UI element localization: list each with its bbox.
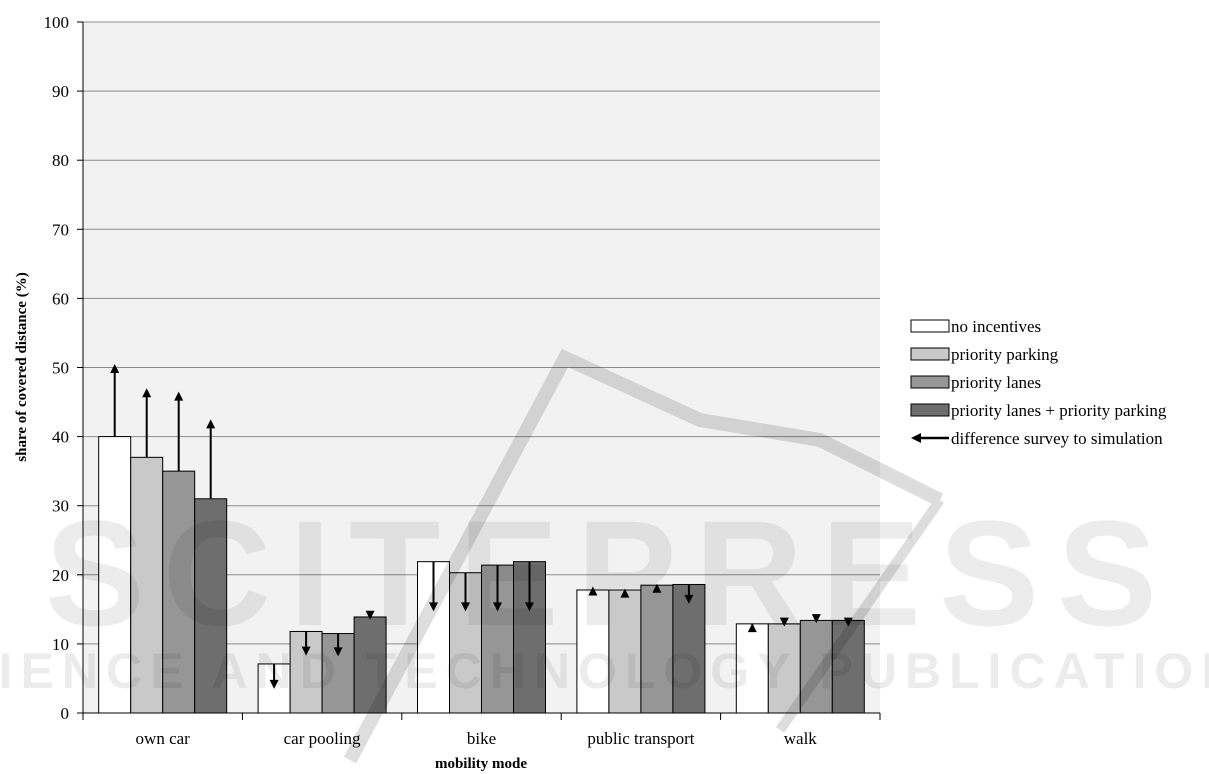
difference-arrowhead xyxy=(652,583,662,593)
y-tick-label: 70 xyxy=(52,220,69,239)
bar xyxy=(799,619,833,714)
difference-arrowhead xyxy=(843,617,853,627)
difference-arrowhead xyxy=(747,623,757,633)
difference-arrowhead xyxy=(525,602,534,612)
watermark xyxy=(343,348,945,764)
difference-arrowhead xyxy=(493,602,502,612)
legend-swatch xyxy=(910,403,950,417)
legend-label-difference: difference survey to simulation xyxy=(951,429,1163,448)
difference-arrowhead xyxy=(333,647,343,657)
x-tick-label: own car xyxy=(136,729,191,748)
legend-swatch xyxy=(910,375,950,389)
bar xyxy=(672,583,706,714)
bar xyxy=(831,619,865,714)
legend-swatch xyxy=(910,319,950,333)
x-axis-title: mobility mode xyxy=(435,756,527,772)
y-tick-label: 10 xyxy=(52,635,69,654)
difference-arrowhead xyxy=(206,419,216,429)
difference-arrowhead xyxy=(779,617,789,627)
bar xyxy=(576,589,610,714)
difference-arrowhead xyxy=(142,388,152,398)
bar xyxy=(767,623,801,714)
y-axis-title: share of covered distance (%) xyxy=(14,272,30,461)
watermark-main: SCITEPRESS xyxy=(45,489,1175,657)
y-tick-label: 20 xyxy=(52,566,69,585)
y-tick-label: 100 xyxy=(44,13,70,32)
y-tick-label: 80 xyxy=(52,151,69,170)
difference-arrowhead xyxy=(301,646,311,656)
difference-arrowhead xyxy=(429,602,438,612)
difference-arrows xyxy=(110,364,853,689)
legend-label: no incentives xyxy=(951,317,1041,336)
legend-label: priority lanes + priority parking xyxy=(951,401,1167,420)
difference-arrowhead xyxy=(269,679,279,689)
y-tick-label: 90 xyxy=(52,82,69,101)
x-tick-label: bike xyxy=(467,729,496,748)
difference-arrowhead xyxy=(588,586,598,596)
difference-arrowhead xyxy=(684,594,694,604)
watermark-sub: SCIENCE AND TECHNOLOGY PUBLICATIONS xyxy=(0,643,1209,699)
y-tick-label: 50 xyxy=(52,359,69,378)
legend-label: priority parking xyxy=(951,345,1059,364)
x-tick-label: walk xyxy=(784,729,818,748)
x-tick-label: car pooling xyxy=(284,729,361,748)
difference-arrowhead xyxy=(365,610,375,620)
x-tick-label: public transport xyxy=(587,729,694,748)
difference-arrowhead xyxy=(110,364,120,374)
y-tick-label: 0 xyxy=(61,704,70,723)
category-labels: own car car pooling bike public transport wa… xyxy=(136,729,818,748)
y-tick-label: 40 xyxy=(52,428,69,447)
difference-arrowhead xyxy=(461,602,470,612)
legend-label: priority lanes xyxy=(951,373,1041,392)
bar xyxy=(608,589,642,714)
difference-arrowhead xyxy=(620,588,630,598)
y-tick-label: 60 xyxy=(52,289,69,308)
legend: no incentives priority parking priority la… xyxy=(910,317,1167,448)
y-tick-label: 30 xyxy=(52,497,69,516)
y-tick-labels: 0 10 20 30 40 50 60 70 80 90 100 xyxy=(44,13,70,723)
axes xyxy=(77,21,881,720)
legend-swatch xyxy=(910,347,950,361)
bar xyxy=(162,470,196,714)
difference-arrowhead xyxy=(811,614,821,624)
difference-arrowhead xyxy=(174,391,184,401)
legend-arrow-head xyxy=(911,433,921,443)
